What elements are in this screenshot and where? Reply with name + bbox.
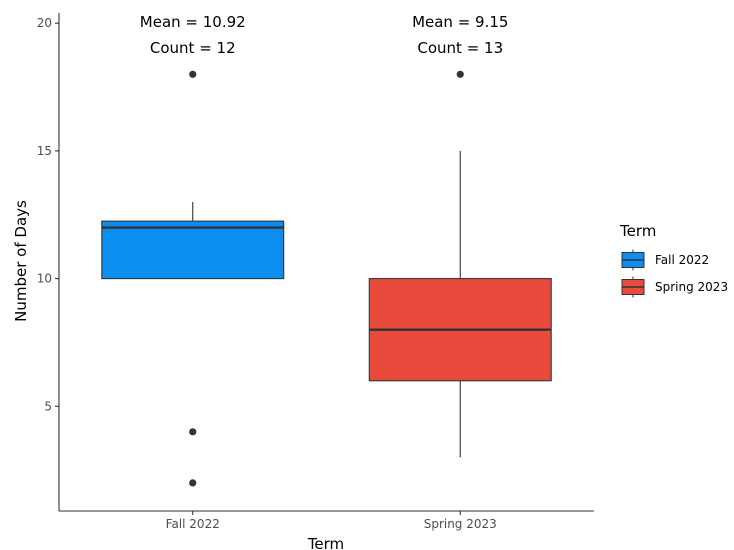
outlier-point — [456, 70, 464, 78]
outlier-point — [189, 70, 197, 78]
box-group: Mean = 10.92 Count = 12 — [101, 13, 285, 487]
y-axis-title: Number of Days — [12, 200, 30, 322]
plot-area: Mean = 10.92 Count = 12 Mean = 9.15 Count =… — [101, 13, 552, 487]
legend-entry: Fall 2022 — [621, 249, 709, 271]
y-tick-label: 10 — [37, 272, 52, 286]
x-tick-label: Spring 2023 — [424, 517, 497, 531]
outlier-point — [189, 479, 197, 487]
y-tick-label: 20 — [37, 16, 52, 30]
box-body — [101, 220, 285, 280]
outlier-point — [189, 428, 197, 436]
axes: Term Number of Days 5 10 15 20 Fall 2022 Spri… — [12, 13, 594, 550]
legend: Term Fall 2022 Spring 2023 — [619, 222, 728, 298]
mean-annotation: Mean = 10.92 — [140, 13, 246, 31]
box-group: Mean = 9.15 Count = 13 — [368, 13, 552, 458]
count-annotation: Count = 13 — [417, 39, 503, 57]
x-tick-label: Fall 2022 — [166, 517, 220, 531]
legend-label: Spring 2023 — [655, 280, 728, 294]
count-annotation: Count = 12 — [150, 39, 236, 57]
mean-annotation: Mean = 9.15 — [412, 13, 508, 31]
y-tick-label: 15 — [37, 144, 52, 158]
legend-title: Term — [619, 222, 656, 240]
legend-entry: Spring 2023 — [621, 276, 728, 298]
x-axis-title: Term — [307, 535, 344, 550]
y-tick-label: 5 — [44, 399, 52, 413]
legend-label: Fall 2022 — [655, 253, 709, 267]
